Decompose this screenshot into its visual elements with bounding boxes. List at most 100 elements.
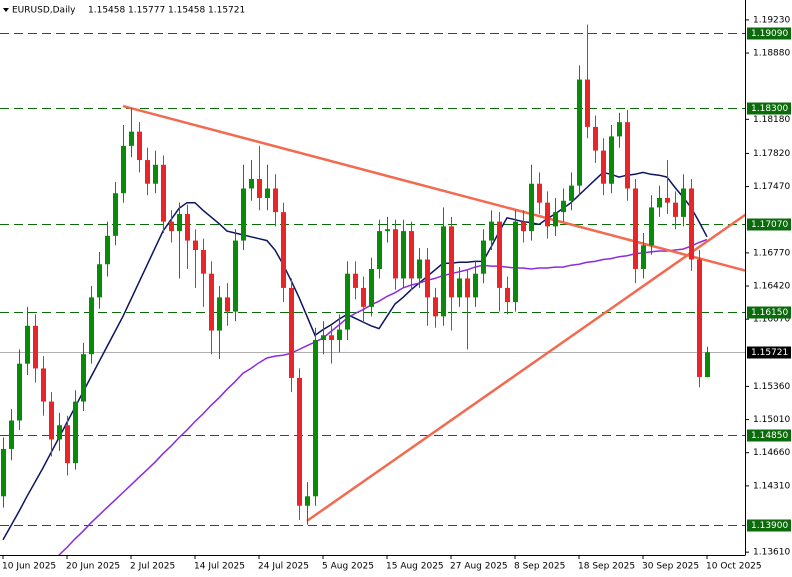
- level-label: 1.13900: [751, 521, 788, 531]
- candle-body: [225, 297, 230, 312]
- y-tick-label: 1.16420: [753, 282, 790, 292]
- x-tick-label: 5 Aug 2025: [322, 562, 374, 572]
- candle-body: [233, 240, 238, 312]
- x-tick-label: 24 Jul 2025: [258, 562, 309, 572]
- candle-body: [121, 145, 126, 194]
- candle-body: [9, 420, 14, 449]
- moving-average: [2, 171, 708, 541]
- candle-body: [153, 164, 158, 184]
- candle-body: [41, 368, 46, 402]
- candle-body: [265, 188, 270, 198]
- candle-body: [537, 183, 542, 203]
- candle-body: [273, 188, 278, 213]
- level-label-box: [747, 218, 791, 231]
- candle-body: [169, 221, 174, 232]
- candle-body: [497, 221, 502, 288]
- candle-body: [465, 278, 470, 298]
- candle-body: [297, 377, 302, 506]
- candle-body: [577, 79, 582, 186]
- candle-body: [417, 259, 422, 279]
- y-tick-label: 1.16070: [753, 315, 790, 325]
- candle-body: [401, 231, 406, 279]
- candle-body: [57, 425, 62, 440]
- level-label: 1.16150: [751, 308, 788, 318]
- level-label: 1.18300: [751, 104, 788, 114]
- candle-body: [553, 212, 558, 227]
- y-tick-label: 1.13610: [753, 548, 790, 558]
- candle-body: [25, 325, 30, 364]
- level-label-box: [747, 102, 791, 115]
- candle-body: [321, 335, 326, 341]
- candle-body: [441, 226, 446, 317]
- candle-body: [241, 188, 246, 241]
- candle-body: [217, 297, 222, 331]
- candle-body: [609, 136, 614, 184]
- candle-body: [649, 207, 654, 246]
- candle-body: [545, 202, 550, 227]
- price-label-box: [747, 346, 791, 359]
- x-tick-label: 30 Sep 2025: [642, 562, 699, 572]
- candle-body: [481, 240, 486, 274]
- candle-body: [73, 401, 78, 464]
- price-label: 1.15721: [751, 348, 788, 358]
- y-tick-label: 1.16770: [753, 248, 790, 258]
- level-label-box: [747, 27, 791, 40]
- candle-body: [385, 229, 390, 232]
- candle-body: [625, 122, 630, 189]
- level-label: 1.19090: [751, 29, 788, 39]
- x-tick-label: 15 Aug 2025: [386, 562, 444, 572]
- candle-body: [561, 200, 566, 213]
- ohlc-open: 1.15458: [88, 6, 125, 16]
- x-tick-label: 10 Jun 2025: [2, 562, 56, 572]
- candle-body: [353, 273, 358, 288]
- y-tick-label: 1.18180: [753, 115, 790, 125]
- candle-body: [361, 287, 366, 307]
- candle-body: [369, 268, 374, 307]
- candle-body: [17, 363, 22, 421]
- candle-body: [409, 231, 414, 279]
- candle-body: [529, 183, 534, 232]
- candle-body: [249, 179, 254, 189]
- candle-body: [473, 273, 478, 298]
- y-tick-label: 1.15360: [753, 382, 790, 392]
- candle-body: [33, 325, 38, 369]
- candle-body: [705, 352, 710, 378]
- candle-body: [697, 259, 702, 377]
- candle-body: [113, 193, 118, 236]
- candle-body: [521, 221, 526, 232]
- candle-body: [65, 425, 70, 464]
- candle-body: [177, 214, 182, 232]
- menu-icon[interactable]: [3, 8, 9, 12]
- candle-body: [393, 229, 398, 279]
- y-tick-label: 1.17820: [753, 149, 790, 159]
- candle-body: [657, 197, 662, 208]
- candle-body: [689, 188, 694, 260]
- candle-body: [513, 221, 518, 303]
- x-tick-label: 10 Oct 2025: [706, 562, 762, 572]
- candle-body: [329, 335, 334, 341]
- candle-body: [145, 160, 150, 184]
- candle-body: [193, 240, 198, 251]
- moving-average: [58, 238, 708, 555]
- ohlc-close: 1.15721: [208, 6, 245, 16]
- trendline: [306, 213, 745, 522]
- candle-body: [641, 245, 646, 269]
- y-tick-label: 1.17470: [753, 182, 790, 192]
- candle-body: [89, 297, 94, 355]
- y-tick-label: 1.14310: [753, 481, 790, 491]
- candle-body: [673, 202, 678, 217]
- candle-body: [185, 214, 190, 241]
- candle-body: [137, 131, 142, 161]
- candle-body: [681, 188, 686, 217]
- candle-body: [49, 401, 54, 440]
- x-tick-label: 8 Sep 2025: [514, 562, 565, 572]
- x-tick-label: 27 Aug 2025: [450, 562, 508, 572]
- candle-body: [305, 496, 310, 506]
- candle-body: [201, 250, 206, 274]
- candle-body: [289, 287, 294, 378]
- candle-body: [449, 226, 454, 298]
- candle-body: [593, 126, 598, 151]
- y-tick-label: 1.19230: [753, 15, 790, 25]
